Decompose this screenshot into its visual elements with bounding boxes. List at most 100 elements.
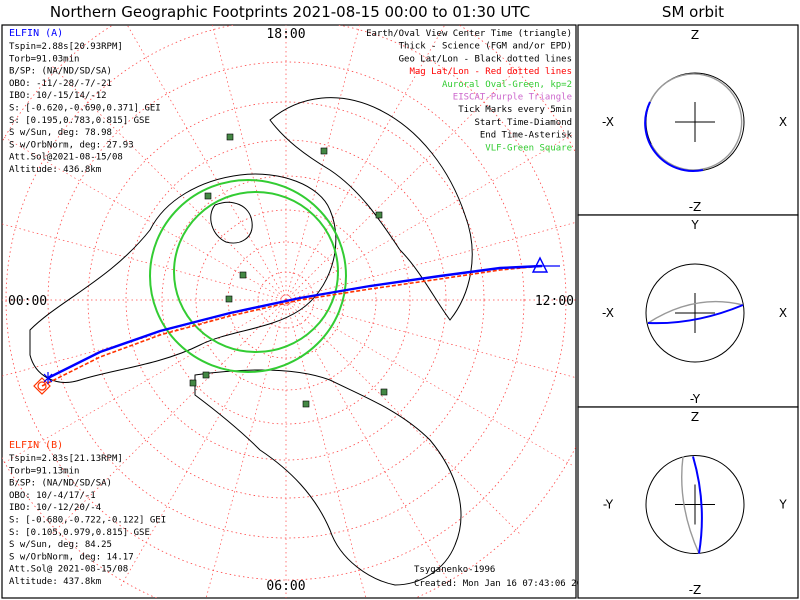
elfin-b-orbit [649,73,743,171]
info-line: S: [-0.680,-0.722,-0.122] GEI [9,516,166,526]
info-line: Torb=91.03min [9,54,79,64]
lat-ring [227,241,345,359]
legend-entry: EISCAT-Purple Triangle [453,93,572,103]
axis-label-top: Z [691,28,699,42]
lon-line [126,25,287,301]
hour-label-right: 12:00 [535,294,574,309]
elfin-b-orbit [647,300,744,324]
info-line: Tspin=2.83s[21.13RPM] [9,454,123,464]
axis-label-bottom: -Y [690,392,701,406]
info-line: Torb=91.13min [9,466,79,476]
earth-circle [645,455,745,554]
elfin-a-orbit [692,456,703,554]
lon-line [2,223,287,301]
vlf-stations [189,133,388,408]
hour-label-bottom: 06:00 [266,579,305,594]
info-line: OBO: 10/-4/17/-1 [9,491,96,501]
elfin-b-orbit [681,456,700,554]
lon-line [285,299,572,466]
axis-label-bottom: -Z [689,200,702,214]
asia-pacific-outline [269,97,473,321]
vlf-station [302,400,310,408]
info-line: Altitude: 436.8km [9,165,101,175]
axis-label-top: Z [691,410,699,424]
elfin-a-orbit [644,101,704,173]
lon-line [285,299,520,534]
sm-panel: Z -Z -Y Y [577,406,799,599]
island-outline [210,201,253,244]
elfin-a-title: ELFIN (A) [9,28,63,39]
info-line: S: [0.195,0.783,0.815] GSE [9,116,150,126]
sm-panel-frame [577,406,799,599]
model-credit: Tsyganenko-1996 [414,565,495,575]
coastlines [29,97,473,586]
elfin-b-info: Tspin=2.83s[21.13RPM] Torb=91.13min B/SP: … [9,454,166,587]
lon-line [285,221,576,301]
legend-entry: Tick Marks every 5min [458,105,572,115]
info-line: Tspin=2.88s[20.93RPM] [9,42,123,52]
axis-label-left: -X [602,115,614,129]
lon-line [285,25,361,301]
lon-line [205,299,287,598]
info-line: Att.Sol@ 2021-08-15/08 [9,565,128,575]
vlf-station [202,371,210,379]
info-line: Att.Sol@2021-08-15/08 [9,153,123,163]
view-center-triangle [531,256,549,273]
sm-panel-frame [577,214,799,408]
hour-label-left: 00:00 [8,294,47,309]
sm-panel: Y -Y -X X [577,214,799,408]
axis-label-top: Y [690,218,699,232]
axis-label-right: Y [778,498,787,512]
auroral-oval-outer [149,179,347,373]
vlf-station [226,133,234,141]
axis-label-bottom: -Z [689,583,702,597]
lon-line [285,25,446,301]
auroral-oval-inner [173,191,339,353]
legend-entry: Geo Lat/Lon - Black dotted lines [399,54,572,64]
vlf-station [380,388,388,396]
elfin-b-track [41,265,543,387]
lon-line [2,135,287,301]
sm-orbit-panels: Z -Z -X X Y -Y -X X Z -Z -Y Y [577,24,799,599]
axis-label-left: -X [602,306,614,320]
vlf-station [320,147,328,155]
elfin-b-start-diamond [33,377,51,395]
lon-line [285,299,576,379]
elfin-a-end-asterisk [43,372,53,384]
info-line: IBO: 10/-12/20/-4 [9,503,101,513]
vlf-station [189,379,197,387]
lat-ring [125,139,447,461]
mag-longitude-lines [2,25,576,598]
info-line: S w/Sun, deg: 84.25 [9,540,112,550]
vlf-station [204,192,212,200]
info-line: B/SP: (NA/ND/SD/SA) [9,479,112,489]
lon-line [285,134,572,301]
lon-line [211,25,287,301]
sm-orbit-title: SM orbit [662,3,724,21]
greenland-north-america-outline [29,173,337,383]
lat-ring [161,175,411,425]
axis-label-right: X [779,306,787,320]
polar-map-frame [1,24,577,599]
lon-line [2,299,287,377]
page-title: Northern Geographic Footprints 2021-08-1… [50,3,530,21]
lon-line [52,299,287,534]
info-line: Altitude: 437.8km [9,577,101,587]
elfin-a-orbit [647,304,744,325]
created-timestamp: Created: Mon Jan 16 07:43:06 2023 [414,579,593,589]
legend-entry: Auroral Oval-Green, kp=2 [442,80,572,90]
legend-entry: Earth/Oval View Center Time (triangle) [366,29,572,39]
legend-entry: Start Time-Diamond [474,118,572,128]
info-line: S: [0.105,0.979,0.815] GSE [9,528,150,538]
legend: Earth/Oval View Center Time (triangle) Th… [366,29,572,153]
vlf-station [239,271,247,279]
sm-panel: Z -Z -X X [577,24,799,216]
auroral-oval [149,179,347,373]
info-line: B/SP: (NA/ND/SD/SA) [9,67,112,77]
info-line: S: [-0.620,-0.690,0.371] GEI [9,104,161,114]
lon-line [120,299,287,586]
legend-entry: Mag Lat/Lon - Red dotted lines [409,67,572,77]
lat-ring [47,61,525,539]
legend-entry: VLF-Green Square [485,143,572,153]
